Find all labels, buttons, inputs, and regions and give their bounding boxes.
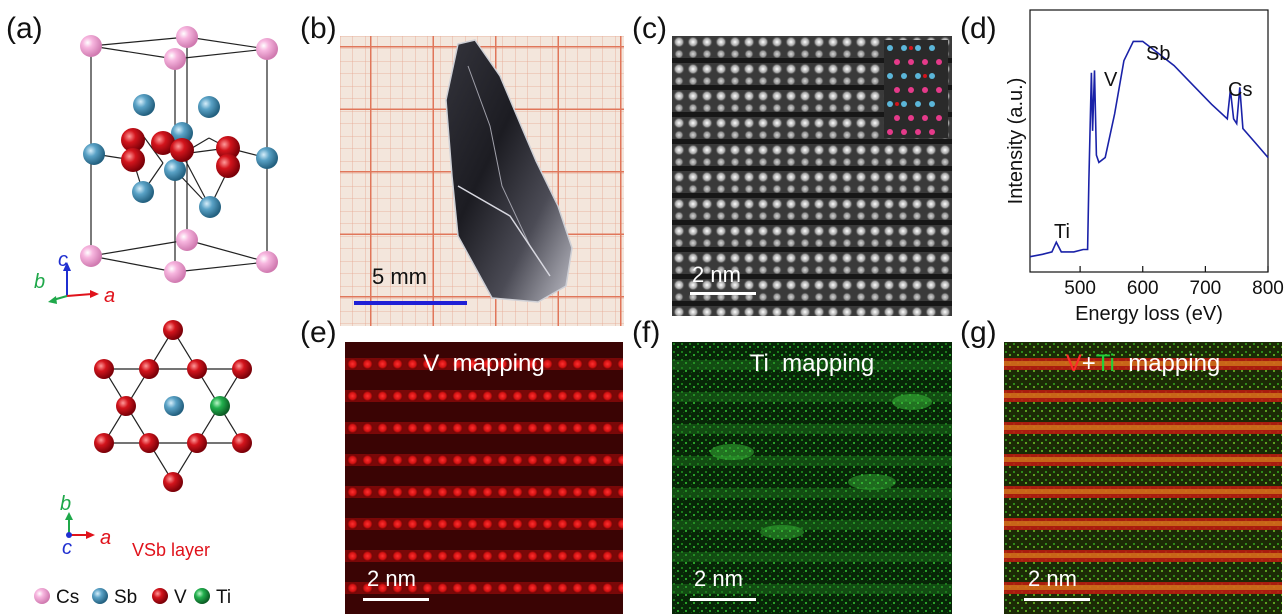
v-atom — [139, 433, 159, 453]
x-tick-label: 700 — [1190, 278, 1222, 299]
sb-atom — [171, 122, 193, 144]
v-map-scale-label: 2 nm — [367, 566, 416, 591]
panel-label-f: (f) — [632, 316, 661, 349]
layer-axis-b-label: b — [60, 493, 71, 515]
y-axis-label: Intensity (a.u.) — [1005, 78, 1027, 205]
v-mapping-image: V mapping 2 nm — [345, 342, 623, 614]
v-ti-map-scale-label: 2 nm — [1028, 566, 1077, 591]
stem-scale-label: 2 nm — [692, 262, 741, 287]
v-atom — [216, 136, 240, 160]
v-atom — [170, 138, 194, 162]
legend-sb: Sb — [114, 587, 137, 608]
peak-label-ti: Ti — [1054, 221, 1070, 243]
crystal-structure-figure: c b a b c a VSb layer Cs Sb V Ti — [34, 26, 278, 608]
v-atom — [151, 131, 175, 155]
panel-label-b: (b) — [300, 12, 337, 45]
photo-scale-bar — [354, 301, 467, 305]
v-atom — [139, 359, 159, 379]
v-atom — [94, 359, 114, 379]
eels-series-line — [1029, 40, 1269, 258]
panel-label-d: (d) — [960, 12, 997, 45]
x-tick-label: 600 — [1127, 278, 1159, 299]
peak-label-v: V — [1104, 69, 1118, 91]
axis-triad-2d: b c a — [60, 493, 111, 559]
plot-frame — [1029, 9, 1269, 273]
sb-atom — [198, 96, 220, 118]
legend-cs: Cs — [56, 587, 79, 608]
crystal-flake — [445, 39, 573, 303]
panel-label-g: (g) — [960, 316, 997, 349]
x-ticks: 500 600 700 800 — [1064, 266, 1284, 299]
v-atom — [187, 359, 207, 379]
peak-label-cs: Cs — [1228, 79, 1252, 101]
x-tick-label: 500 — [1064, 278, 1096, 299]
v-ti-map-scale-bar — [1024, 598, 1090, 601]
axis-b-label: b — [34, 271, 45, 293]
axis-a-label: a — [104, 285, 115, 307]
cs-atom — [164, 261, 186, 283]
v-ti-map-title: V+Ti mapping — [1065, 350, 1221, 377]
cs-atom — [176, 26, 198, 48]
axis-c-label: c — [58, 249, 68, 271]
eels-spectrum-chart: 500 600 700 800 Intensity (a.u.) Energy los… — [1005, 9, 1284, 325]
v-atom — [121, 148, 145, 172]
v-map-scale-bar — [363, 598, 429, 601]
cs-atom — [256, 251, 278, 273]
axis-triad-3d: c b a — [34, 249, 115, 307]
photo-scale-label: 5 mm — [372, 264, 427, 289]
ti-mapping-image: Ti mapping 2 nm — [672, 342, 952, 614]
ti-map-scale-bar — [690, 598, 756, 601]
cs-atom — [80, 35, 102, 57]
cs-atom — [164, 48, 186, 70]
panel-label-c: (c) — [632, 12, 667, 45]
v-atom — [187, 433, 207, 453]
sb-atom — [256, 147, 278, 169]
v-ti-mapping-image: V+Ti mapping 2 nm — [1004, 342, 1282, 614]
stem-image: 2 nm — [672, 36, 952, 316]
v-atom — [232, 433, 252, 453]
legend-v: V — [174, 587, 187, 608]
cs-atom — [176, 229, 198, 251]
layer-axis-a-label: a — [100, 527, 111, 549]
peak-label-sb: Sb — [1146, 43, 1170, 65]
sb-atom — [164, 159, 186, 181]
stem-scale-bar — [690, 292, 756, 295]
crystal-photo: 5 mm — [340, 36, 624, 326]
cs-atom — [256, 38, 278, 60]
v-atom — [116, 396, 136, 416]
cs-atom — [80, 245, 102, 267]
x-axis-label: Energy loss (eV) — [1075, 303, 1223, 325]
legend-ti: Ti — [216, 587, 231, 608]
ti-map-scale-label: 2 nm — [694, 566, 743, 591]
v-atom — [121, 128, 145, 152]
structure-inset — [884, 40, 948, 138]
layer-axis-c-label: c — [62, 537, 72, 559]
v-atom — [232, 359, 252, 379]
kagome-layer-bonds — [102, 328, 244, 484]
sb-atom — [133, 94, 155, 116]
x-tick-label: 800 — [1252, 278, 1284, 299]
sb-atom — [199, 196, 221, 218]
sb-atom — [83, 143, 105, 165]
v-atom — [94, 433, 114, 453]
v-atom — [163, 320, 183, 340]
v-atom — [216, 154, 240, 178]
panel-label-e: (e) — [300, 316, 337, 349]
ti-atom — [210, 396, 230, 416]
panel-label-a: (a) — [6, 12, 43, 45]
v-atom — [163, 472, 183, 492]
v-map-title: V mapping — [423, 350, 545, 377]
sb-atom — [132, 181, 154, 203]
ti-map-title: Ti mapping — [749, 350, 875, 377]
sb-atom — [164, 396, 184, 416]
atom-legend: Cs Sb V Ti — [34, 587, 231, 608]
vsb-layer-label: VSb layer — [132, 540, 210, 560]
